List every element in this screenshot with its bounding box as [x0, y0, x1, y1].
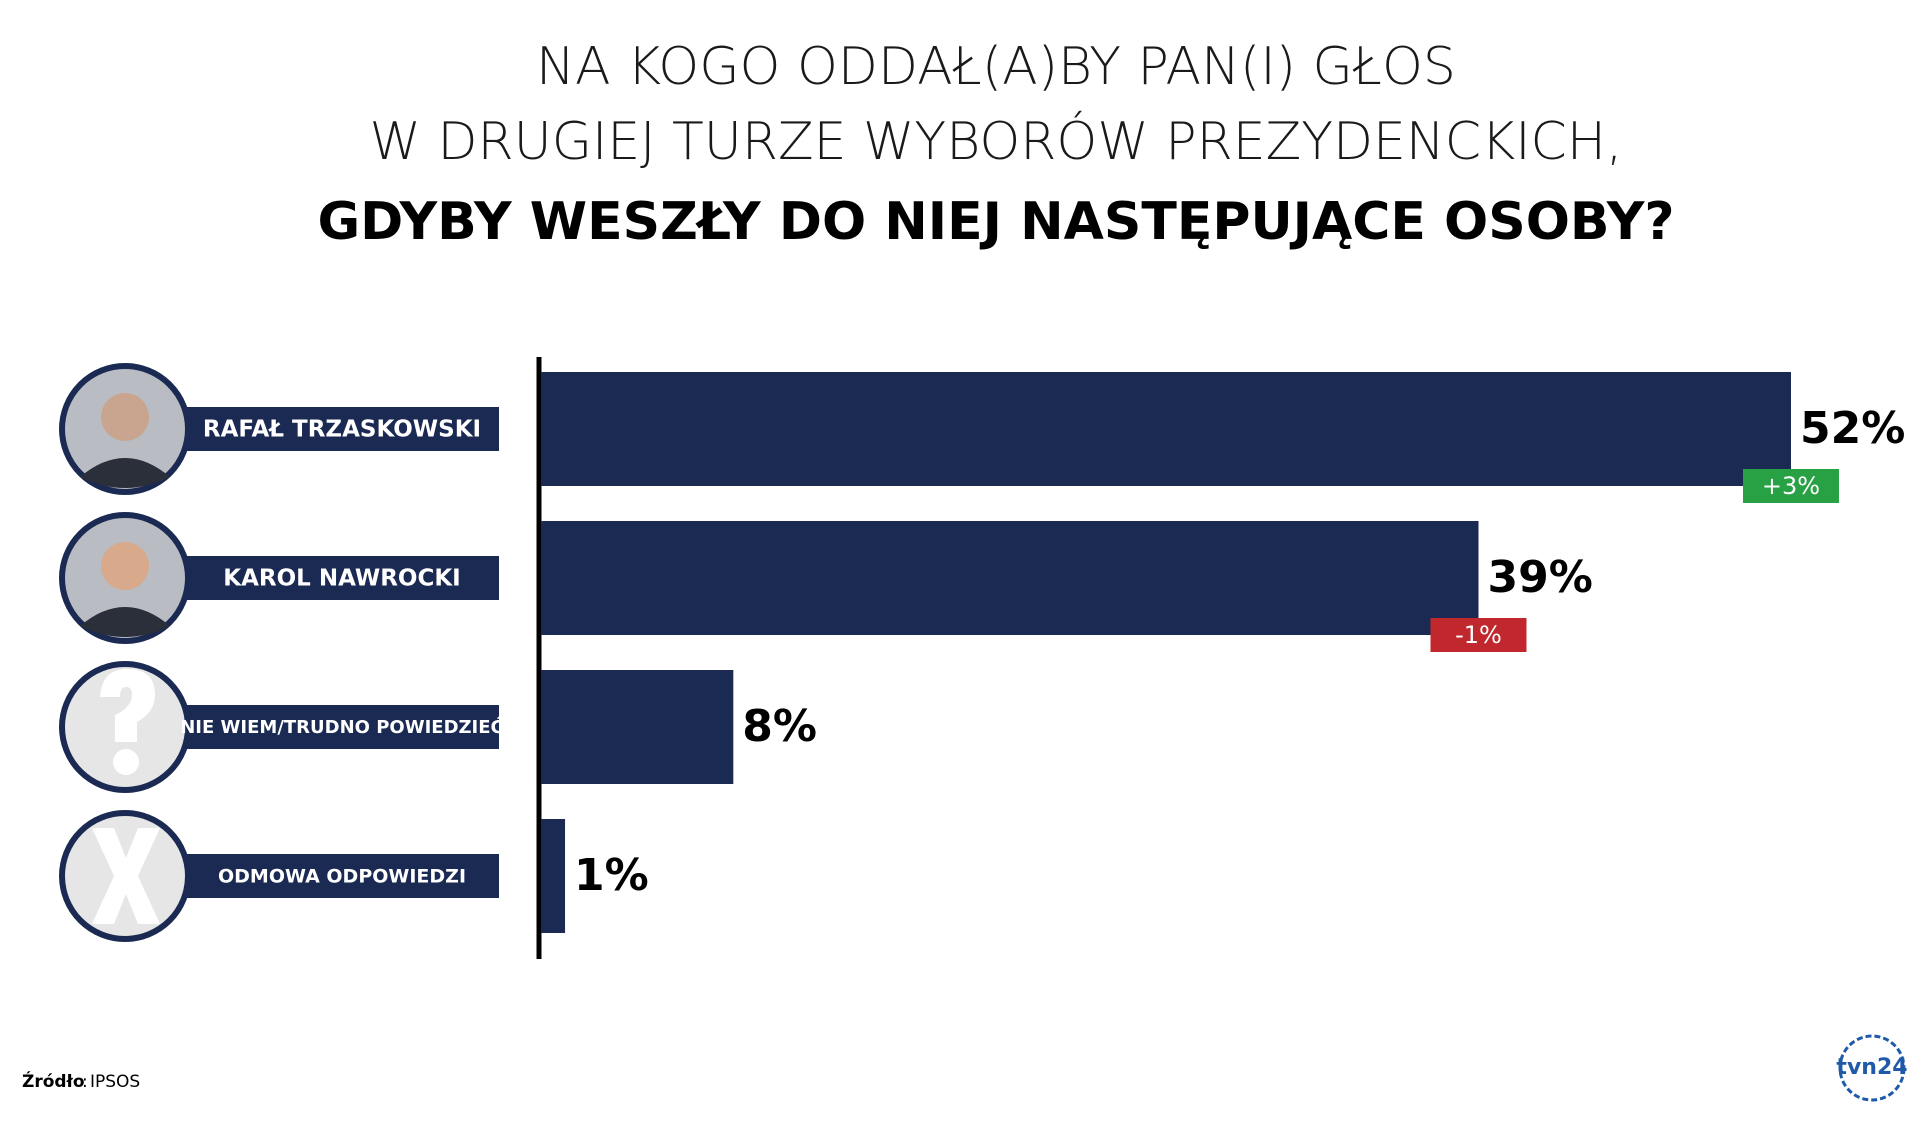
- change-label: -1%: [1455, 621, 1502, 649]
- source-colon: :: [82, 1072, 88, 1092]
- photo-head: [101, 542, 149, 590]
- category-label: RAFAŁ TRZASKOWSKI: [203, 417, 481, 443]
- bar: [541, 670, 734, 784]
- value-label: 52%: [1800, 403, 1905, 454]
- question-icon: [100, 669, 155, 742]
- category-box: [185, 556, 499, 600]
- photo-head: [101, 393, 149, 441]
- question-dot: [113, 749, 139, 775]
- change-label: +3%: [1762, 472, 1820, 500]
- source: IPSOS: [90, 1072, 140, 1092]
- bar: [541, 521, 1479, 635]
- category-label: NIE WIEM/TRUDNO POWIEDZIEĆ: [180, 716, 504, 738]
- change-box: [1743, 469, 1839, 503]
- title-line: GDYBY WESZŁY DO NIEJ NASTĘPUJĄCE OSOBY?: [317, 192, 1674, 252]
- category-box: [185, 705, 499, 749]
- logo-ring: [1838, 1034, 1906, 1102]
- title-line: W DRUGIEJ TURZE WYBORÓW PREZYDENCKICH,: [370, 110, 1623, 172]
- value-label: 1%: [574, 850, 649, 901]
- source-label: Źródło: [22, 1070, 85, 1092]
- bar: [541, 819, 566, 933]
- value-label: 39%: [1488, 552, 1593, 603]
- category-box: [185, 854, 499, 898]
- photo-body: [80, 607, 170, 637]
- category-box: [185, 407, 499, 451]
- change-box: [1430, 618, 1527, 652]
- title-line: NA KOGO ODDAŁ(A)BY PAN(I) GŁOS: [536, 37, 1456, 97]
- category-label: ODMOWA ODPOWIEDZI: [218, 866, 466, 888]
- photo-body: [80, 458, 170, 488]
- x-icon: [92, 828, 160, 924]
- value-label: 8%: [742, 701, 817, 752]
- bar: [541, 372, 1791, 486]
- logo: tvn24: [1836, 1055, 1907, 1080]
- category-label: KAROL NAWROCKI: [223, 566, 460, 592]
